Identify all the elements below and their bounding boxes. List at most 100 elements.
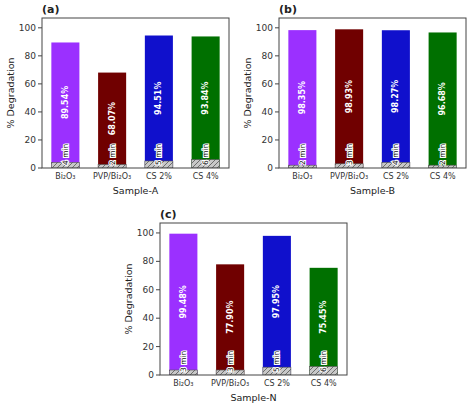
- bar: [335, 29, 363, 168]
- time-label: 5 min: [272, 350, 281, 372]
- y-tick-label: 0: [30, 163, 36, 173]
- y-axis-label: % Degradation: [5, 57, 16, 128]
- x-axis-label: Sample-N: [230, 392, 276, 403]
- x-tick-label: Bi₂O₃: [173, 379, 193, 388]
- bars: [51, 36, 219, 168]
- y-tick-label: 0: [148, 370, 154, 380]
- bars: [169, 234, 337, 375]
- y-tick-label: 60: [262, 79, 274, 89]
- y-tick: [275, 168, 279, 169]
- time-label: 3 min: [179, 350, 188, 372]
- y-tick-label: 40: [25, 107, 37, 117]
- x-tick-label: CS 4%: [193, 172, 219, 181]
- panel: (c) 0 20 40 60 80 100 % Degradation 99.48% 77.90%…: [123, 208, 348, 403]
- bar: [263, 236, 291, 375]
- figure: (a) 0 20 40 60 80 100 % Degradation 89.54% 68.07%…: [0, 0, 474, 407]
- panel-title: (b): [279, 3, 297, 16]
- bar: [169, 234, 197, 375]
- y-tick: [38, 83, 42, 84]
- data-label: 75.45%: [319, 300, 328, 333]
- x-tick-label: Bi₂O₃: [55, 172, 75, 181]
- bar: [382, 30, 410, 168]
- plot-frame: [42, 18, 229, 168]
- y-axis-label: % Degradation: [242, 57, 253, 128]
- panel: (b)020406080100% Degradation98.35%98.93%…: [242, 3, 467, 196]
- y-tick-label: 0: [267, 163, 273, 173]
- panel: (a) 0 20 40 60 80 100 % Degradation 89.54% 68.07%…: [5, 3, 230, 196]
- data-label: 94.51%: [154, 82, 163, 115]
- time-label: 2 min: [438, 143, 447, 165]
- y-tick: [275, 27, 279, 28]
- y-tick-label: 60: [25, 79, 37, 89]
- time-label: 5 min: [154, 143, 163, 165]
- y-tick: [156, 289, 160, 290]
- x-tick-label: CS 2%: [146, 172, 172, 181]
- time-label: 3 min: [226, 350, 235, 372]
- y-tick-label: 80: [25, 51, 37, 61]
- y-tick-label: 20: [262, 135, 274, 145]
- x-tick-label: CS 4%: [430, 172, 456, 181]
- y-tick-label: 100: [19, 23, 36, 33]
- time-label: 4 min: [391, 143, 400, 165]
- plot-frame: [279, 18, 466, 168]
- y-tick: [275, 111, 279, 112]
- data-label: 99.48%: [179, 285, 188, 318]
- y-tick: [38, 55, 42, 56]
- y-tick: [275, 83, 279, 84]
- y-tick: [275, 139, 279, 140]
- panel-title: (a): [42, 3, 59, 16]
- x-axis-label: Sample-B: [350, 185, 395, 196]
- data-label: 98.93%: [345, 80, 354, 113]
- y-axis-label: % Degradation: [123, 263, 134, 334]
- time-label: 2 min: [108, 143, 117, 165]
- y-tick-label: 100: [137, 228, 154, 238]
- y-tick-label: 20: [143, 342, 155, 352]
- data-label: 93.84%: [201, 81, 210, 114]
- y-tick: [38, 139, 42, 140]
- data-label: 96.68%: [438, 82, 447, 115]
- y-tick-label: 80: [262, 51, 274, 61]
- data-label: 98.27%: [391, 80, 400, 113]
- data-label: 97.95%: [272, 285, 281, 318]
- y-tick: [38, 27, 42, 28]
- data-label: 77.90%: [226, 301, 235, 334]
- data-label: 98.35%: [298, 81, 307, 114]
- y-tick: [156, 346, 160, 347]
- bars: [288, 29, 456, 168]
- x-tick-label: PVP/Bi₂O₃: [330, 172, 368, 181]
- plot-frame: [160, 223, 347, 375]
- time-label: 6 min: [201, 143, 210, 165]
- y-tick: [38, 168, 42, 169]
- time-label: 2 min: [298, 143, 307, 165]
- bar: [98, 73, 126, 168]
- panel-title: (c): [160, 208, 177, 221]
- x-tick-label: PVP/Bi₂O₃: [93, 172, 131, 181]
- bar: [429, 32, 457, 168]
- x-axis-label: Sample-A: [113, 185, 159, 196]
- time-label: 4 min: [61, 143, 70, 165]
- y-tick-label: 40: [262, 107, 274, 117]
- bar: [51, 42, 79, 168]
- y-tick-label: 60: [143, 285, 155, 295]
- bar: [288, 30, 316, 168]
- y-tick-label: 80: [143, 256, 155, 266]
- bar: [216, 264, 244, 375]
- x-tick-label: CS 2%: [264, 379, 290, 388]
- bar: [192, 36, 220, 168]
- y-tick: [38, 111, 42, 112]
- y-tick: [275, 55, 279, 56]
- time-label: 6 min: [319, 350, 328, 372]
- bar: [310, 268, 338, 375]
- y-tick: [156, 318, 160, 319]
- y-tick: [156, 232, 160, 233]
- data-label: 68.07%: [108, 102, 117, 135]
- y-tick: [156, 375, 160, 376]
- data-label: 89.54%: [61, 86, 70, 119]
- y-tick: [156, 261, 160, 262]
- bar: [145, 36, 173, 168]
- x-tick-label: PVP/Bi₂O₃: [211, 379, 249, 388]
- x-tick-label: Bi₂O₃: [292, 172, 312, 181]
- y-tick-label: 40: [143, 313, 155, 323]
- y-tick-label: 20: [25, 135, 37, 145]
- time-label: 3 min: [345, 143, 354, 165]
